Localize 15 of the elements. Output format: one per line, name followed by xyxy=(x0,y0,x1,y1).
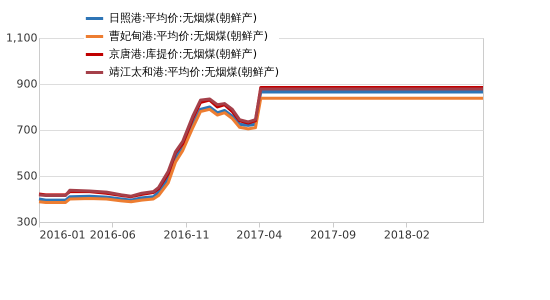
x-tick-label: 2016-11 xyxy=(164,228,210,242)
x-tick-label: 2017-09 xyxy=(310,228,356,242)
y-tick-label: 700 xyxy=(16,124,38,136)
legend-label: 京唐港:库提价:无烟煤(朝鲜产) xyxy=(109,48,257,60)
x-tick-label: 2017-04 xyxy=(236,228,282,242)
y-tick-label: 500 xyxy=(16,170,38,182)
legend-label: 曹妃甸港:平均价:无烟煤(朝鲜产) xyxy=(109,30,268,42)
legend-label: 靖江太和港:平均价:无烟煤(朝鲜产) xyxy=(109,66,279,78)
y-tick-label: 1,100 xyxy=(6,32,38,44)
x-tick-label: 2018-02 xyxy=(384,228,430,242)
x-tick-label: 2016-06 xyxy=(90,228,136,242)
y-tick-label: 900 xyxy=(16,78,38,90)
legend-label: 日照港:平均价:无烟煤(朝鲜产) xyxy=(109,12,257,24)
y-tick-label: 300 xyxy=(16,216,38,228)
x-tick-label: 2016-01 xyxy=(40,228,86,242)
